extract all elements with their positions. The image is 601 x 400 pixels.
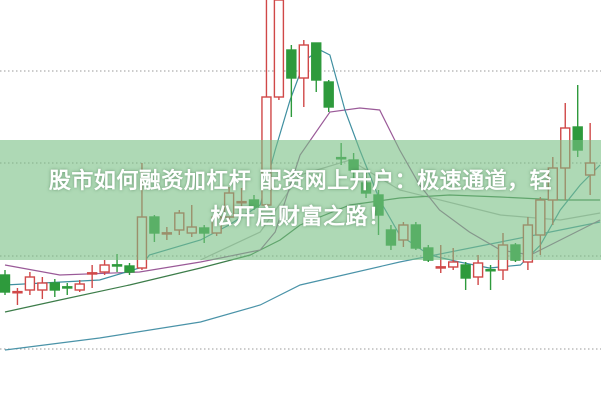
candle-up xyxy=(99,260,110,275)
candle-body xyxy=(485,268,496,272)
candle-up xyxy=(12,288,23,305)
candle-body xyxy=(24,276,36,291)
candle-down xyxy=(485,265,496,290)
candle-body xyxy=(111,264,123,267)
title-line-2: 松开启财富之路！ xyxy=(210,205,391,230)
candle-body xyxy=(435,266,446,269)
candle-down xyxy=(0,270,11,295)
candle-up xyxy=(24,272,36,295)
candle-body xyxy=(472,262,484,278)
candle-body xyxy=(311,42,322,81)
candle-body xyxy=(12,290,23,294)
candle-up xyxy=(298,40,309,107)
candle-body xyxy=(273,0,285,98)
candle-body xyxy=(448,261,459,268)
candle-body xyxy=(49,282,60,291)
candle-body xyxy=(0,274,11,293)
candle-body xyxy=(460,264,471,279)
candle-down xyxy=(311,42,322,92)
candle-down xyxy=(460,262,471,290)
candle-body xyxy=(298,44,309,79)
candle-body xyxy=(86,272,98,275)
overlay-title: 股市如何融资加杠杆 配资网上开户：极速通道，轻 松开启财富之路！ xyxy=(0,164,601,236)
candle-body xyxy=(62,286,73,289)
candle-up xyxy=(273,0,285,100)
candle-down xyxy=(124,263,135,275)
candle-down xyxy=(286,45,297,117)
title-line-1: 股市如何融资加杠杆 配资网上开户：极速通道，轻 xyxy=(48,169,553,194)
candle-body xyxy=(99,264,110,273)
candle-body xyxy=(124,265,135,273)
candle-down xyxy=(62,283,73,295)
title-banner xyxy=(0,140,601,260)
candle-up xyxy=(74,280,85,292)
candle-body xyxy=(37,282,48,291)
candle-up xyxy=(37,277,48,299)
candle-down xyxy=(49,279,60,297)
candle-body xyxy=(323,81,334,108)
candle-body xyxy=(74,283,85,291)
candle-body xyxy=(286,49,297,79)
candle-up xyxy=(86,265,98,288)
candle-down xyxy=(323,80,334,112)
